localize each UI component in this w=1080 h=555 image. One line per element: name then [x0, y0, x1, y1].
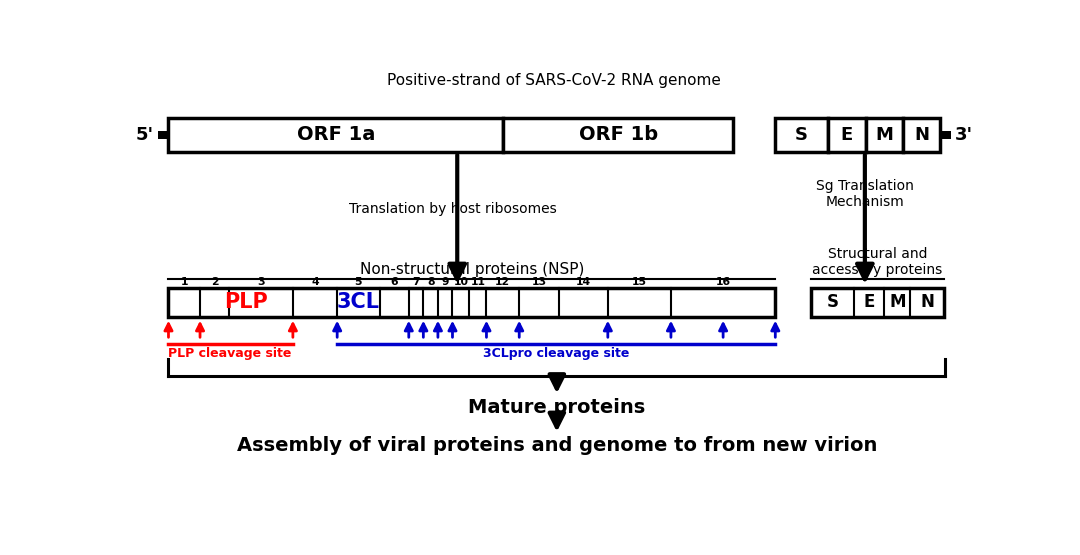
Text: Sg Translation
Mechanism: Sg Translation Mechanism: [815, 179, 914, 209]
Text: Non-structural proteins (NSP): Non-structural proteins (NSP): [360, 263, 584, 278]
Text: 3': 3': [956, 126, 973, 144]
Text: 8: 8: [427, 277, 434, 287]
Text: Mature proteins: Mature proteins: [469, 398, 646, 417]
Text: E: E: [863, 293, 875, 311]
Text: PLP: PLP: [225, 292, 268, 312]
Bar: [503, 118, 733, 152]
Text: 16: 16: [716, 277, 731, 287]
Text: Translation by host ribosomes: Translation by host ribosomes: [349, 201, 557, 215]
Text: ORF 1a: ORF 1a: [297, 125, 375, 144]
Text: M: M: [876, 126, 893, 144]
Bar: [903, 118, 941, 152]
Text: S: S: [826, 293, 838, 311]
Text: 10: 10: [454, 277, 469, 287]
Text: 3CL: 3CL: [337, 292, 380, 312]
Text: 5': 5': [135, 126, 153, 144]
Text: PLP cleavage site: PLP cleavage site: [168, 346, 292, 360]
Bar: [168, 287, 775, 316]
Bar: [866, 118, 903, 152]
Text: 14: 14: [576, 277, 591, 287]
Text: 11: 11: [471, 277, 486, 287]
Text: Positive-strand of SARS-CoV-2 RNA genome: Positive-strand of SARS-CoV-2 RNA genome: [387, 73, 720, 88]
Text: 12: 12: [496, 277, 511, 287]
Text: 3: 3: [257, 277, 265, 287]
Bar: [775, 118, 828, 152]
Text: E: E: [840, 126, 853, 144]
Text: 2: 2: [211, 277, 218, 287]
Text: N: N: [920, 293, 934, 311]
Text: M: M: [889, 293, 905, 311]
Text: 7: 7: [413, 277, 420, 287]
Text: 1: 1: [180, 277, 188, 287]
Text: N: N: [915, 126, 929, 144]
Bar: [158, 130, 168, 139]
Text: 9: 9: [442, 277, 449, 287]
Bar: [941, 130, 951, 139]
Text: 15: 15: [632, 277, 647, 287]
Text: 4: 4: [311, 277, 319, 287]
Text: 13: 13: [531, 277, 546, 287]
Text: 6: 6: [390, 277, 399, 287]
Bar: [168, 118, 503, 152]
Bar: [811, 287, 944, 316]
Text: S: S: [795, 126, 808, 144]
Bar: [828, 118, 866, 152]
Text: Structural and
accessary proteins: Structural and accessary proteins: [812, 247, 943, 278]
Text: 5: 5: [354, 277, 362, 287]
Text: 3CLpro cleavage site: 3CLpro cleavage site: [483, 346, 630, 360]
Text: Assembly of viral proteins and genome to from new virion: Assembly of viral proteins and genome to…: [237, 436, 877, 455]
Text: ORF 1b: ORF 1b: [579, 125, 658, 144]
